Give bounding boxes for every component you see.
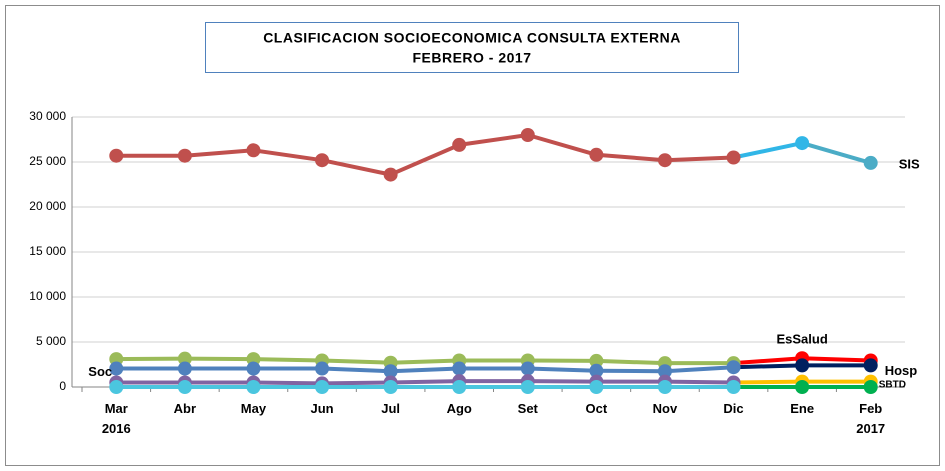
x-tick-label: Oct	[585, 401, 608, 416]
line-segment	[733, 379, 803, 385]
data-point	[520, 128, 535, 142]
data-point	[520, 380, 535, 394]
data-point	[863, 380, 878, 394]
data-point	[109, 148, 124, 163]
line-segment	[321, 358, 391, 365]
x-tick-label: Abr	[173, 401, 197, 416]
data-point	[315, 153, 330, 168]
data-point	[177, 380, 192, 394]
data-point	[589, 363, 604, 378]
data-point	[657, 380, 672, 394]
data-point	[383, 380, 398, 394]
line-segment	[321, 366, 391, 374]
line-segment	[322, 380, 391, 386]
line-segment	[390, 379, 460, 385]
data-point	[177, 361, 192, 376]
y-tick-label: 0	[59, 379, 66, 393]
line-segment	[321, 158, 392, 177]
x-tick-label: Ago	[446, 401, 472, 416]
line-segment	[733, 363, 803, 370]
title-box	[205, 22, 739, 73]
x-tick-label: Nov	[652, 401, 678, 416]
data-point	[520, 361, 535, 376]
line-segment	[390, 358, 460, 365]
data-point	[863, 155, 878, 170]
data-point	[726, 380, 741, 394]
chart-border	[5, 5, 940, 466]
line-segment	[253, 357, 323, 363]
x-tick-label: May	[240, 401, 267, 416]
line-segment	[596, 358, 666, 366]
data-point	[657, 153, 672, 168]
data-point	[177, 351, 192, 366]
y-tick-label: 10 000	[29, 289, 66, 303]
data-point	[657, 364, 672, 379]
data-point	[589, 353, 604, 368]
line-segment	[596, 152, 666, 163]
data-point	[315, 361, 330, 376]
chart-title: CLASIFICACION SOCIOECONOMICA CONSULTA EX…	[263, 30, 681, 46]
data-point	[452, 380, 467, 394]
x-tick-label: Jun	[310, 401, 334, 416]
data-point	[383, 364, 398, 379]
data-point	[383, 167, 398, 182]
line-segment	[458, 133, 529, 147]
line-segment	[390, 366, 460, 374]
series-label: SBTD	[879, 380, 906, 391]
y-tick-label: 5 000	[36, 334, 66, 348]
line-segment	[664, 155, 734, 163]
chart-subtitle: FEBRERO - 2017	[412, 50, 531, 66]
series-label: Hosp	[885, 363, 918, 378]
series-label: SIS	[899, 156, 920, 171]
x-tick-label: Ene	[790, 401, 815, 416]
line-segment	[801, 141, 872, 165]
y-tick-label: 30 000	[29, 109, 66, 123]
data-point	[589, 380, 604, 394]
data-point	[315, 380, 330, 394]
data-point	[726, 150, 741, 165]
data-point	[246, 361, 261, 376]
data-point	[795, 358, 810, 373]
line-segment	[733, 141, 803, 160]
data-point	[177, 148, 192, 163]
series-label: EsSalud	[776, 332, 827, 347]
x-tick-label: Jul	[381, 401, 401, 416]
line-segment	[253, 148, 323, 163]
data-point	[589, 147, 604, 162]
y-tick-label: 15 000	[29, 244, 66, 258]
series-label: Soc	[88, 364, 112, 379]
data-point	[795, 380, 810, 394]
line-segment	[802, 356, 871, 363]
data-point	[246, 143, 261, 158]
line-segment	[389, 143, 461, 177]
line-segment	[664, 379, 734, 385]
x-tick-label: Set	[517, 401, 538, 416]
data-point	[863, 358, 878, 373]
line-segment	[253, 380, 323, 386]
x-tick-label: Dic	[723, 401, 744, 416]
data-point	[109, 380, 124, 394]
y-tick-label: 25 000	[29, 154, 66, 168]
line-segment	[527, 366, 597, 373]
data-point	[726, 360, 741, 375]
data-point	[795, 136, 810, 151]
line-segment	[184, 148, 254, 158]
x-tick-label: Feb 2017	[856, 401, 886, 436]
line-segment	[664, 365, 734, 374]
line-segment	[527, 133, 597, 157]
data-point	[452, 361, 467, 376]
data-point	[246, 380, 261, 394]
line-segment	[733, 356, 803, 366]
y-tick-label: 20 000	[29, 199, 66, 213]
data-point	[109, 361, 124, 376]
data-point	[452, 137, 467, 152]
x-tick-label: Mar 2016	[101, 401, 131, 436]
